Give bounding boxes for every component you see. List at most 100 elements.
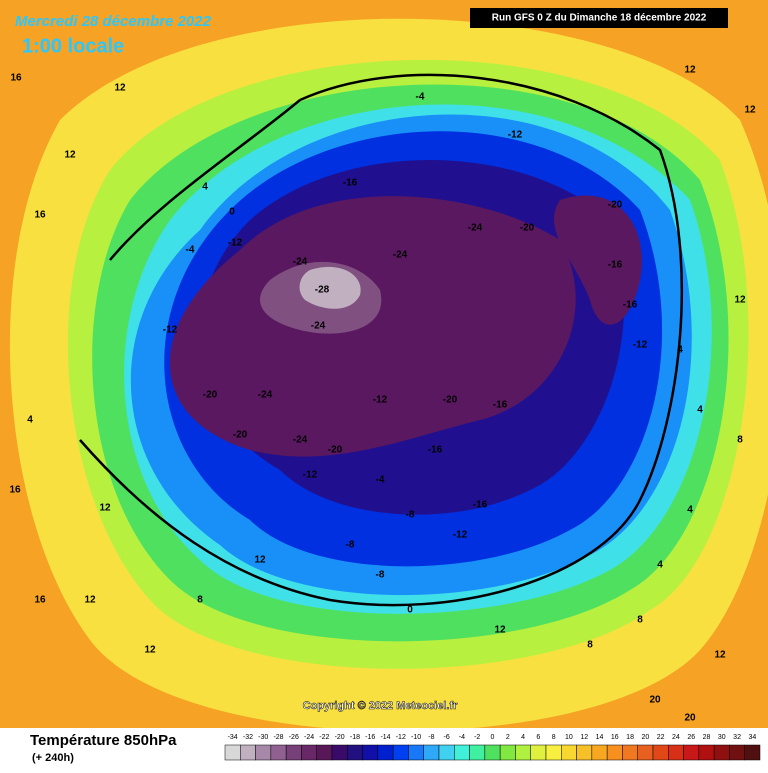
legend-swatch: [392, 744, 409, 761]
legend-tick: -16: [365, 734, 375, 741]
legend-tick: -24: [304, 734, 314, 741]
legend-tick: 4: [521, 734, 525, 741]
isotherm-label: 8: [737, 435, 743, 446]
legend-swatch: [408, 744, 424, 761]
legend-swatch: [637, 744, 654, 761]
legend-tick: 6: [536, 734, 540, 741]
legend-tick: -6: [444, 734, 450, 741]
legend-tick: -14: [380, 734, 390, 741]
isotherm-label: -4: [186, 245, 195, 256]
legend-tick: -32: [243, 734, 253, 741]
legend-tick: 22: [657, 734, 665, 741]
isotherm-label: 12: [144, 645, 156, 656]
legend-tick: 10: [565, 734, 573, 741]
legend-swatch: [713, 744, 730, 761]
isotherm-label: -12: [228, 238, 243, 249]
legend-swatch: [316, 744, 333, 761]
legend-tick: -30: [258, 734, 268, 741]
isotherm-label: -24: [293, 435, 308, 446]
isotherm-label: -16: [343, 178, 358, 189]
legend-swatch: [729, 744, 745, 761]
legend-tick: -18: [350, 734, 360, 741]
isotherm-label: -24: [393, 250, 408, 261]
isotherm-label: -20: [233, 430, 248, 441]
legend-swatch: [362, 744, 379, 761]
legend-swatch: [438, 744, 455, 761]
legend-tick: 26: [687, 734, 695, 741]
isotherm-label: 4: [27, 415, 33, 426]
zone-purple-east: [553, 195, 642, 325]
legend-tick: 14: [596, 734, 604, 741]
isotherm-label: -20: [328, 445, 343, 456]
isotherm-label: -12: [633, 340, 648, 351]
legend-tick: 12: [580, 734, 588, 741]
legend-tick: 34: [748, 734, 756, 741]
legend-swatch: [301, 744, 317, 761]
legend-tick: -4: [459, 734, 465, 741]
isotherm-label: 12: [684, 65, 696, 76]
isotherm-label: -28: [315, 285, 330, 296]
isotherm-label: -20: [203, 390, 218, 401]
isotherm-label: 8: [587, 640, 593, 651]
legend-swatch: [622, 744, 638, 761]
legend-swatch: [744, 744, 761, 761]
isotherm-label: 12: [494, 625, 506, 636]
legend-swatch: [530, 744, 547, 761]
legend-swatch: [606, 744, 623, 761]
legend-swatch: [285, 744, 302, 761]
legend-swatch: [591, 744, 608, 761]
legend-tick: 20: [641, 734, 649, 741]
isotherm-label: -8: [406, 510, 415, 521]
date-label: Mercredi 28 décembre 2022: [15, 13, 212, 30]
isotherm-label: 12: [254, 555, 266, 566]
legend-swatch: [255, 744, 272, 761]
legend-tick: -22: [319, 734, 329, 741]
legend-swatch: [270, 744, 287, 761]
legend-title: Température 850hPa: [30, 732, 177, 749]
legend-swatch: [499, 744, 516, 761]
legend-tick: 2: [506, 734, 510, 741]
legend-swatch: [561, 744, 577, 761]
isotherm-label: 4: [657, 560, 663, 571]
isotherm-label: 4: [202, 182, 208, 193]
isotherm-label: 16: [34, 595, 46, 606]
isotherm-label: 12: [84, 595, 96, 606]
isotherm-label: 4: [697, 405, 703, 416]
isotherm-label: -20: [443, 395, 458, 406]
legend-tick: 18: [626, 734, 634, 741]
legend-tick: 0: [491, 734, 495, 741]
isotherm-label: -16: [428, 445, 443, 456]
isotherm-label: 16: [9, 485, 21, 496]
isotherm-label: 12: [99, 503, 111, 514]
legend-swatch: [484, 744, 501, 761]
legend-swatch: [454, 744, 470, 761]
isotherm-label: 20: [684, 713, 696, 724]
isotherm-label: -24: [311, 321, 326, 332]
isotherm-label: 8: [197, 595, 203, 606]
isotherm-label: -16: [473, 500, 488, 511]
isotherm-label: 0: [229, 207, 235, 218]
legend-swatch: [668, 744, 684, 761]
legend-swatch: [423, 744, 440, 761]
isotherm-label: -24: [468, 223, 483, 234]
contour-zero: [79, 73, 684, 607]
isotherm-label: -12: [163, 325, 178, 336]
run-box: [470, 8, 728, 28]
isotherm-label: 12: [714, 650, 726, 661]
isotherm-label: -12: [373, 395, 388, 406]
legend-tick: -10: [411, 734, 421, 741]
legend-swatch: [545, 744, 562, 761]
isotherm-label: -4: [416, 92, 425, 103]
isotherm-label: -4: [376, 475, 385, 486]
legend-swatch: [469, 744, 486, 761]
legend-tick: 24: [672, 734, 680, 741]
zone-purple: [169, 196, 576, 457]
legend-tick: 8: [552, 734, 556, 741]
copyright: Copyright © 2022 Meteociel.fr: [303, 700, 459, 712]
legend-swatch: [515, 744, 531, 761]
isotherm-label: -12: [508, 130, 523, 141]
legend-swatch: [698, 744, 715, 761]
isotherm-label: 4: [687, 505, 693, 516]
